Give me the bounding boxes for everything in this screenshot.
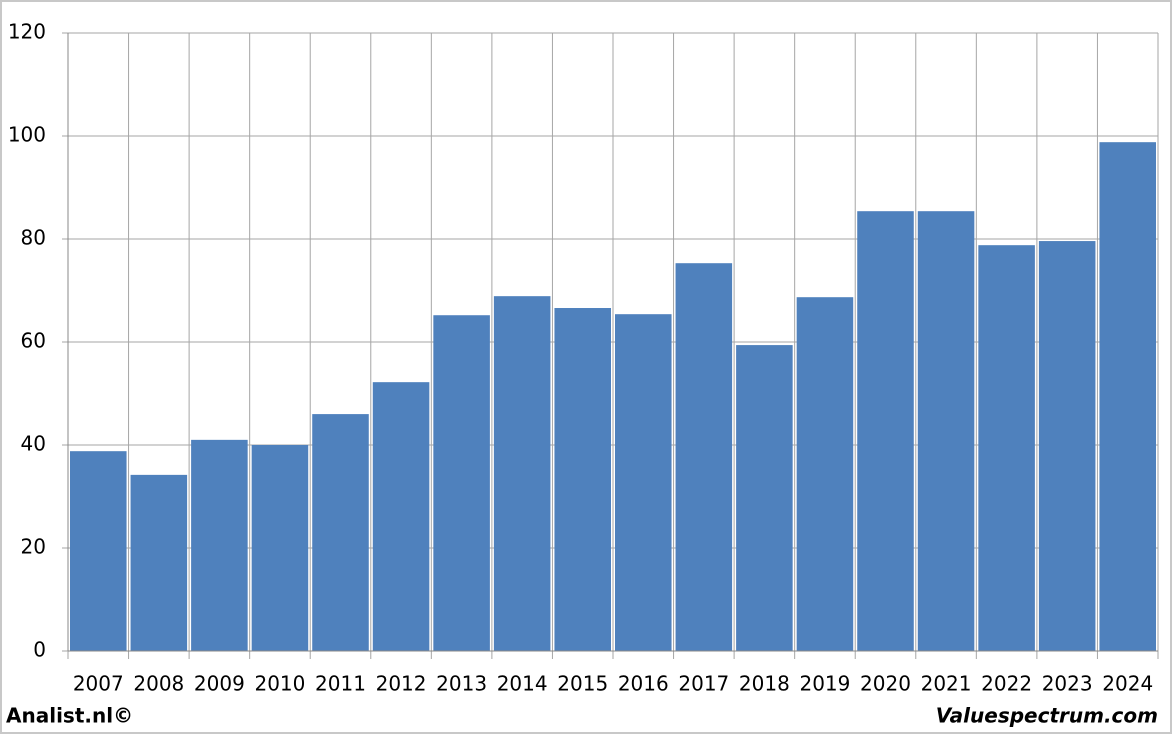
bar [554,308,611,651]
bar [615,314,672,651]
bar [796,297,854,651]
x-tick-label: 2020 [860,672,911,696]
bar [70,451,127,651]
bar [736,345,793,651]
x-tick-label: 2015 [557,672,608,696]
bar [312,414,369,651]
bar [191,439,248,651]
bar [1038,241,1096,651]
x-tick-label: 2024 [1102,672,1153,696]
y-tick-label: 80 [21,226,46,250]
x-tick-label: 2013 [436,672,487,696]
bar [675,263,733,651]
x-tick-label: 2007 [73,672,124,696]
bar [372,382,430,651]
x-tick-label: 2010 [254,672,305,696]
bar [493,296,551,651]
x-tick-label: 2014 [497,672,548,696]
y-tick-label: 0 [33,638,46,662]
bar [917,211,975,651]
y-tick-label: 100 [8,123,46,147]
x-tick-label: 2018 [739,672,790,696]
bar [1099,142,1156,651]
y-tick-label: 60 [21,329,46,353]
y-tick-label: 120 [8,20,46,44]
x-tick-label: 2017 [678,672,729,696]
footer-left: Analist.nl© [6,704,133,728]
x-tick-label: 2019 [799,672,850,696]
x-tick-label: 2011 [315,672,366,696]
x-tick-label: 2009 [194,672,245,696]
x-tick-label: 2012 [376,672,427,696]
bar [857,211,914,651]
x-tick-label: 2022 [981,672,1032,696]
x-tick-label: 2021 [921,672,972,696]
x-tick-label: 2023 [1042,672,1093,696]
x-tick-label: 2016 [618,672,669,696]
x-tick-label: 2008 [133,672,184,696]
bar [433,315,490,651]
y-tick-label: 40 [21,432,46,456]
bar [978,245,1035,651]
y-tick-label: 20 [21,535,46,559]
bar [130,474,188,651]
footer-right: Valuespectrum.com [936,704,1158,728]
bar [251,445,309,651]
